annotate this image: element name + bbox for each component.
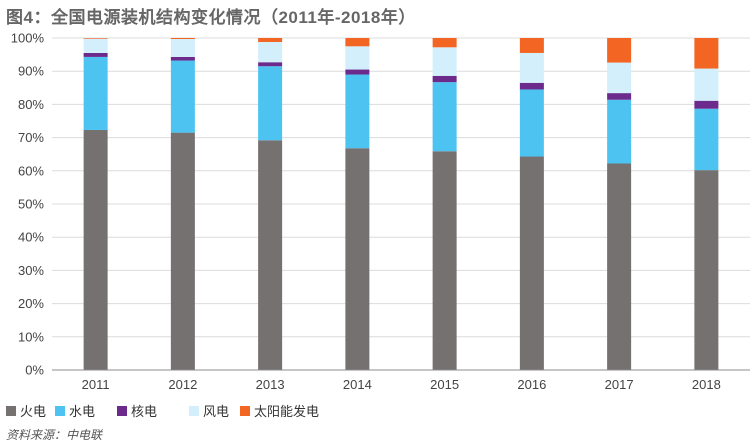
bar-segment (345, 46, 370, 70)
chart-title: 图4：全国电源装机结构变化情况（2011年-2018年） (6, 8, 416, 27)
x-tick-label: 2013 (256, 377, 285, 392)
legend-swatch (6, 406, 16, 416)
bar-segment (432, 75, 457, 83)
bar-segment (519, 82, 544, 90)
x-tick-label: 2014 (343, 377, 372, 392)
bar-segment (607, 38, 632, 63)
bar-segment (519, 89, 544, 157)
grid-lines (52, 37, 750, 338)
source-note: 资料来源：中电联 (6, 428, 103, 442)
legend-swatch (117, 406, 127, 416)
legend: 火电 水电 核电 风电 太阳能发电 (6, 404, 319, 419)
x-tick-label: 2017 (605, 377, 634, 392)
y-tick-label: 60% (18, 163, 44, 178)
y-tick-label: 100% (11, 31, 45, 46)
legend-label: 风电 (203, 404, 229, 419)
bar-segment (607, 93, 632, 100)
bar-segment (345, 74, 370, 149)
bar-segment (519, 156, 544, 370)
bar-segment (519, 38, 544, 53)
bar-segment (170, 38, 195, 57)
legend-swatch (189, 406, 199, 416)
y-tick-label: 0% (25, 363, 44, 378)
y-tick-label: 30% (18, 263, 44, 278)
bar-segment (607, 163, 632, 370)
bar-segment (83, 38, 108, 39)
bar-segment (432, 82, 457, 152)
bar-segment (83, 52, 108, 57)
bar-segment (519, 52, 544, 83)
bar-segment (432, 47, 457, 76)
bar-segment (694, 170, 719, 370)
legend-label: 太阳能发电 (254, 404, 319, 419)
x-tick-label: 2016 (517, 377, 546, 392)
bar-segment (258, 62, 283, 67)
x-tick-label: 2012 (168, 377, 197, 392)
y-tick-label: 90% (18, 64, 44, 79)
bar-segment (694, 100, 719, 109)
y-tick-label: 40% (18, 230, 44, 245)
bar-segment (432, 151, 457, 370)
bar-segment (170, 56, 195, 61)
bar-segment (694, 38, 719, 69)
x-tick-label: 2011 (82, 377, 110, 392)
bar-segment (258, 41, 283, 63)
bar-segment (432, 38, 457, 48)
legend-label: 水电 (69, 404, 95, 419)
bar-segment (170, 38, 195, 39)
bar-segment (258, 66, 283, 141)
bar-segment (345, 69, 370, 75)
bar-segment (83, 129, 108, 370)
y-tick-label: 20% (18, 296, 44, 311)
bar-segment (694, 108, 719, 171)
bar-segment (607, 62, 632, 94)
legend-swatch (240, 406, 250, 416)
bar-segment (258, 140, 283, 370)
bar-segment (170, 132, 195, 370)
x-axis-ticks: 2011 2012 2013 2014 2015 2016 2017 2018 (82, 377, 721, 392)
legend-swatch (55, 406, 65, 416)
y-tick-label: 50% (18, 197, 44, 212)
bar-segment (83, 38, 108, 53)
y-tick-label: 70% (18, 130, 44, 145)
bar-segment (170, 60, 195, 133)
x-tick-label: 2018 (692, 377, 721, 392)
bars (83, 38, 719, 370)
y-tick-label: 80% (18, 97, 44, 112)
bar-segment (345, 38, 370, 47)
bar-segment (83, 56, 108, 130)
y-axis-ticks: 0% 10% 20% 30% 40% 50% 60% 70% 80% 90% 100% (11, 31, 45, 378)
legend-label: 火电 (20, 404, 46, 419)
y-tick-label: 10% (18, 329, 44, 344)
x-tick-label: 2015 (430, 377, 459, 392)
bar-segment (345, 148, 370, 370)
bar-segment (258, 38, 283, 42)
legend-label: 核电 (131, 404, 157, 419)
bar-segment (607, 99, 632, 164)
bar-segment (694, 68, 719, 101)
